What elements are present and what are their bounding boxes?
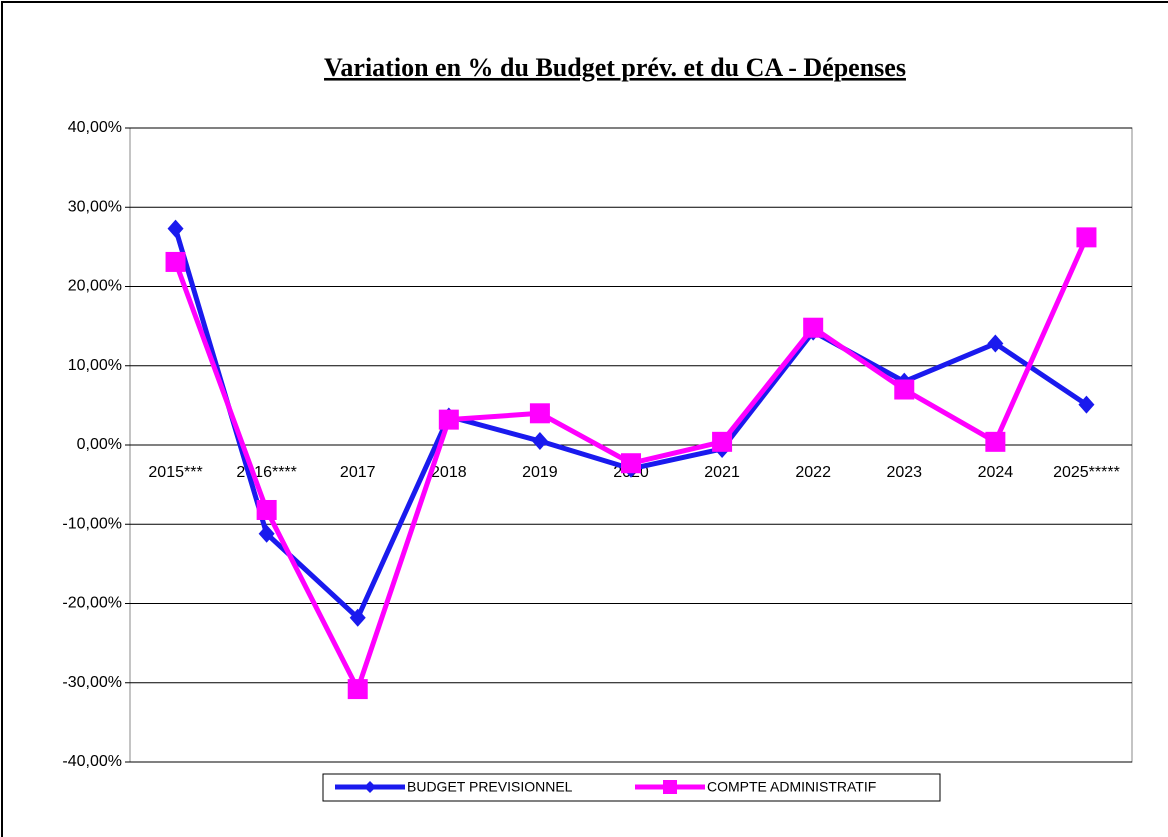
legend-label: COMPTE ADMINISTRATIF bbox=[707, 779, 876, 795]
marker bbox=[531, 432, 548, 451]
y-tick-label: -30,00% bbox=[62, 674, 122, 691]
x-tick-label: 2022 bbox=[795, 464, 831, 481]
marker bbox=[803, 317, 824, 338]
chart-title: Variation en % du Budget prév. et du CA … bbox=[324, 53, 906, 82]
x-tick-label: 2024 bbox=[978, 464, 1014, 481]
marker bbox=[985, 431, 1006, 452]
y-tick-label: -20,00% bbox=[62, 595, 122, 612]
y-tick-label: 40,00% bbox=[68, 119, 122, 136]
marker bbox=[256, 499, 277, 520]
marker bbox=[165, 251, 186, 272]
x-tick-label: 2017 bbox=[340, 464, 376, 481]
marker bbox=[894, 379, 915, 400]
y-tick-label: -40,00% bbox=[62, 753, 122, 770]
x-tick-label: 2021 bbox=[704, 464, 740, 481]
marker bbox=[258, 524, 275, 543]
x-tick-label: 2019 bbox=[522, 464, 558, 481]
y-tick-label: 10,00% bbox=[68, 357, 122, 374]
legend-marker bbox=[364, 781, 376, 793]
legend-label: BUDGET PREVISIONNEL bbox=[407, 779, 573, 795]
marker bbox=[621, 453, 641, 474]
y-tick-label: 0,00% bbox=[77, 436, 122, 453]
x-tick-label: 2023 bbox=[886, 464, 922, 481]
marker bbox=[529, 403, 550, 424]
marker bbox=[167, 219, 184, 238]
marker bbox=[349, 608, 366, 627]
series-line bbox=[173, 227, 1088, 621]
marker bbox=[712, 431, 733, 452]
y-tick-label: 20,00% bbox=[68, 278, 122, 295]
marker bbox=[1078, 395, 1095, 414]
legend-marker bbox=[663, 780, 677, 794]
y-tick-label: 30,00% bbox=[68, 198, 122, 215]
marker bbox=[1076, 227, 1097, 248]
y-tick-label: -10,00% bbox=[62, 515, 122, 532]
x-tick-label: 2018 bbox=[431, 464, 467, 481]
x-tick-label: 2015*** bbox=[148, 464, 202, 481]
legend-box bbox=[322, 773, 941, 802]
marker bbox=[347, 679, 368, 700]
marker bbox=[987, 334, 1004, 353]
x-tick-label: 2025***** bbox=[1053, 464, 1120, 481]
marker bbox=[438, 409, 459, 430]
